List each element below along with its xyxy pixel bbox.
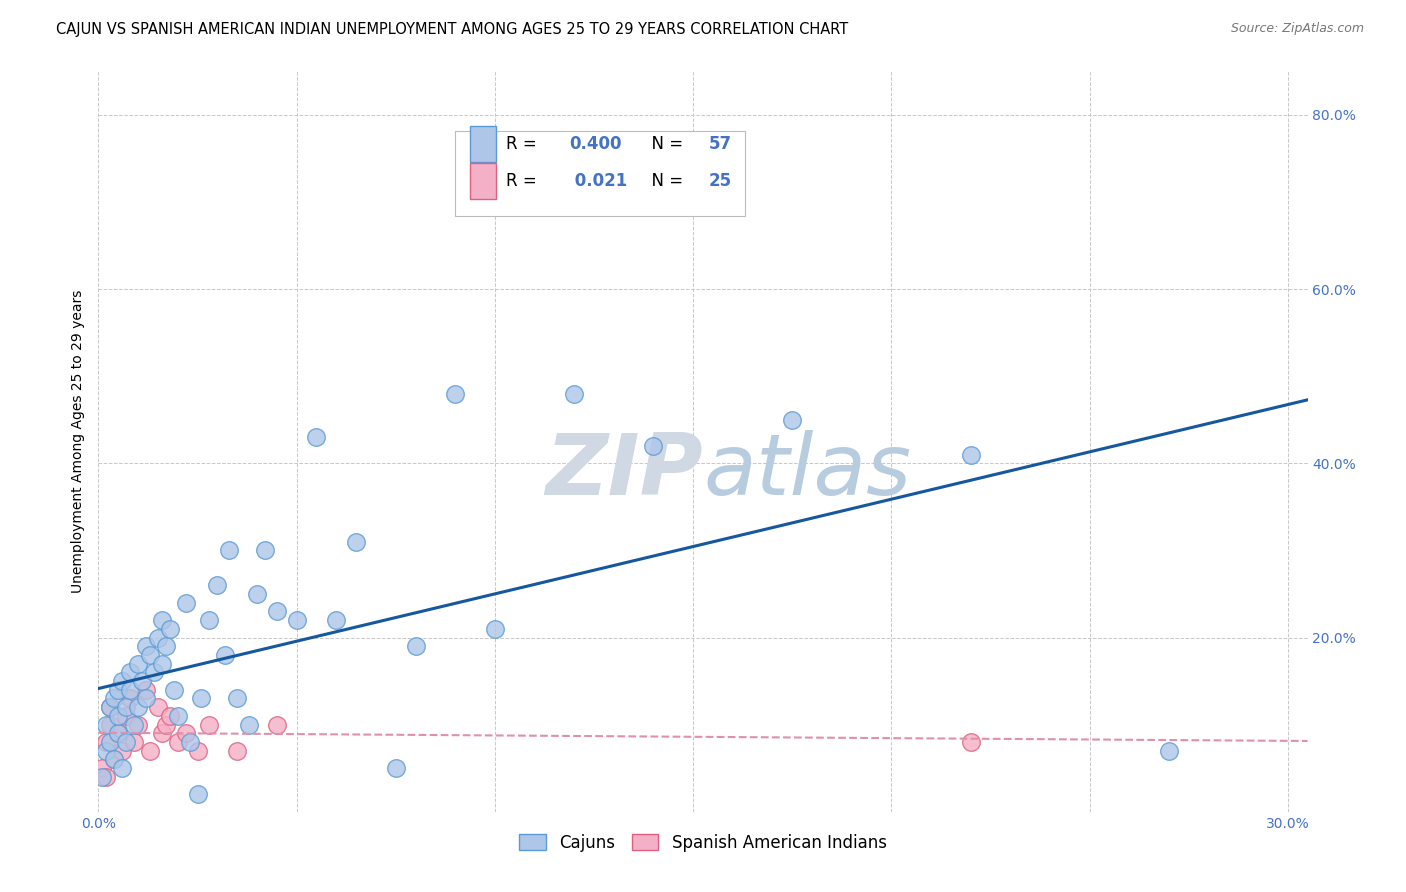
- Point: [122, 735, 145, 749]
- Point: [444, 386, 467, 401]
- Point: [186, 744, 208, 758]
- Point: [96, 735, 118, 749]
- Point: [127, 657, 149, 671]
- Text: 0.021: 0.021: [569, 172, 627, 190]
- Point: [103, 752, 125, 766]
- Point: [163, 682, 186, 697]
- Point: [146, 700, 169, 714]
- Point: [384, 761, 406, 775]
- Point: [98, 700, 121, 714]
- Legend: Cajuns, Spanish American Indians: Cajuns, Spanish American Indians: [519, 833, 887, 852]
- Point: [98, 700, 121, 714]
- Point: [98, 717, 121, 731]
- Point: [179, 735, 201, 749]
- Point: [246, 587, 269, 601]
- Point: [135, 682, 157, 697]
- Point: [207, 578, 229, 592]
- Point: [135, 639, 157, 653]
- Point: [344, 534, 367, 549]
- Point: [146, 631, 169, 645]
- Point: [166, 709, 188, 723]
- Point: [190, 691, 212, 706]
- Point: [150, 657, 173, 671]
- Point: [142, 665, 165, 680]
- Point: [150, 613, 173, 627]
- Point: [780, 413, 803, 427]
- Bar: [470, 126, 496, 161]
- Text: 57: 57: [709, 135, 733, 153]
- Point: [107, 726, 129, 740]
- Text: R =: R =: [506, 135, 541, 153]
- Point: [562, 386, 585, 401]
- Point: [111, 761, 134, 775]
- Point: [198, 613, 221, 627]
- Point: [484, 622, 506, 636]
- Point: [127, 717, 149, 731]
- Point: [107, 709, 129, 723]
- Point: [405, 639, 427, 653]
- Point: [139, 648, 162, 662]
- Point: [155, 717, 177, 731]
- Point: [96, 770, 118, 784]
- Text: CAJUN VS SPANISH AMERICAN INDIAN UNEMPLOYMENT AMONG AGES 25 TO 29 YEARS CORRELAT: CAJUN VS SPANISH AMERICAN INDIAN UNEMPLO…: [56, 22, 848, 37]
- Point: [159, 622, 181, 636]
- Text: R =: R =: [506, 172, 541, 190]
- Point: [120, 691, 142, 706]
- Point: [186, 787, 208, 801]
- Text: N =: N =: [641, 172, 689, 190]
- Point: [643, 439, 665, 453]
- Point: [103, 691, 125, 706]
- Point: [305, 430, 328, 444]
- Point: [218, 543, 240, 558]
- Point: [266, 604, 288, 618]
- Point: [174, 726, 197, 740]
- Point: [159, 709, 181, 723]
- Point: [98, 735, 121, 749]
- Point: [111, 744, 134, 758]
- Point: [150, 726, 173, 740]
- Text: Source: ZipAtlas.com: Source: ZipAtlas.com: [1230, 22, 1364, 36]
- Point: [1157, 744, 1180, 758]
- Point: [127, 700, 149, 714]
- Point: [226, 744, 249, 758]
- Point: [166, 735, 188, 749]
- Point: [139, 744, 162, 758]
- FancyBboxPatch shape: [456, 130, 745, 216]
- Bar: [470, 163, 496, 199]
- Point: [198, 717, 221, 731]
- Point: [131, 674, 153, 689]
- Point: [253, 543, 276, 558]
- Text: N =: N =: [641, 135, 689, 153]
- Point: [122, 717, 145, 731]
- Y-axis label: Unemployment Among Ages 25 to 29 years: Unemployment Among Ages 25 to 29 years: [72, 290, 86, 593]
- Point: [174, 596, 197, 610]
- Point: [96, 717, 118, 731]
- Point: [238, 717, 260, 731]
- Point: [91, 761, 114, 775]
- Point: [120, 665, 142, 680]
- Text: 0.400: 0.400: [569, 135, 621, 153]
- Point: [285, 613, 308, 627]
- Point: [115, 709, 138, 723]
- Point: [107, 726, 129, 740]
- Point: [91, 770, 114, 784]
- Point: [959, 735, 981, 749]
- Point: [115, 735, 138, 749]
- Text: ZIP: ZIP: [546, 430, 703, 513]
- Text: 25: 25: [709, 172, 733, 190]
- Point: [103, 752, 125, 766]
- Point: [115, 700, 138, 714]
- Point: [155, 639, 177, 653]
- Point: [96, 744, 118, 758]
- Text: atlas: atlas: [703, 430, 911, 513]
- Point: [959, 448, 981, 462]
- Point: [214, 648, 236, 662]
- Point: [135, 691, 157, 706]
- Point: [226, 691, 249, 706]
- Point: [325, 613, 347, 627]
- Point: [107, 682, 129, 697]
- Point: [120, 682, 142, 697]
- Point: [266, 717, 288, 731]
- Point: [111, 674, 134, 689]
